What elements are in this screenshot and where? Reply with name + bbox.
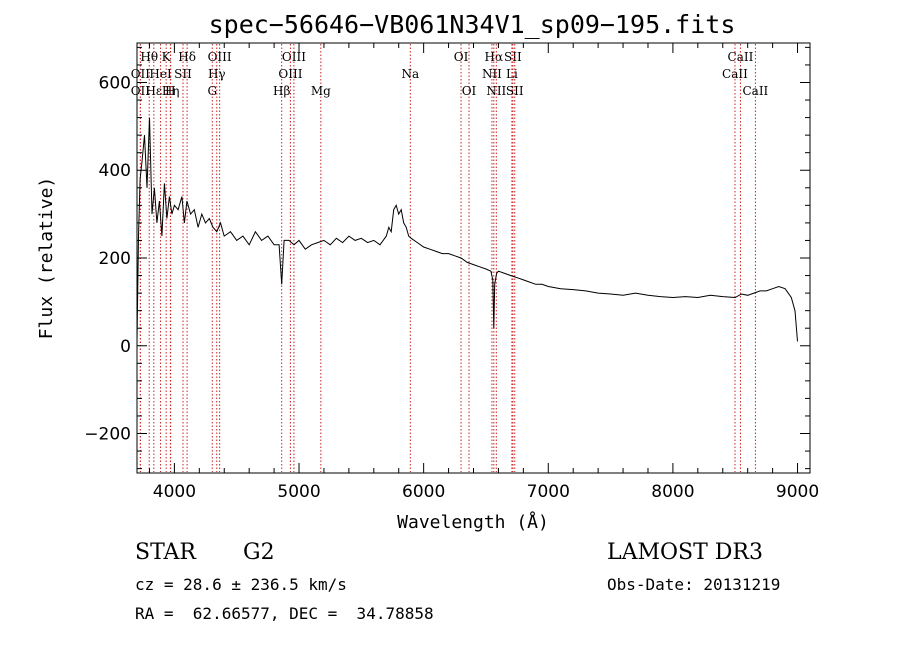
line-label: OIII: [208, 50, 232, 64]
x-tick-label: 5000: [277, 482, 320, 502]
line-label: SII: [506, 84, 524, 98]
y-axis-ticks: −200 0 200 400 600: [84, 46, 810, 470]
flux-series-line: [136, 117, 798, 342]
line-label: Hβ: [273, 84, 290, 98]
line-label: Hδ: [178, 50, 196, 64]
x-tick-label: 7000: [527, 482, 570, 502]
x-tick-label: 9000: [776, 482, 819, 502]
line-label: CaII: [742, 84, 768, 98]
line-label: G: [207, 84, 217, 98]
spectral-subclass: G2: [243, 540, 275, 565]
x-tick-label: 4000: [153, 482, 196, 502]
x-tick-label: 6000: [402, 482, 445, 502]
y-tick-label: 200: [99, 249, 131, 269]
line-label: OI: [462, 84, 477, 98]
line-label: OII: [131, 67, 151, 81]
line-label: Mg: [311, 84, 331, 98]
line-label: OII: [131, 84, 151, 98]
y-tick-label: 600: [99, 73, 131, 93]
line-label: Hα: [485, 50, 504, 64]
x-axis-ticks: 4000 5000 6000 7000 8000 9000: [148, 43, 819, 502]
object-class: STAR: [135, 540, 196, 565]
redshift-value: cz = 28.6 ± 236.5 km/s: [135, 575, 347, 594]
line-label: NII: [486, 84, 506, 98]
x-axis-label: Wavelength (Å): [397, 511, 549, 533]
line-label: Hε: [145, 84, 162, 98]
line-label: Na: [401, 67, 419, 81]
line-label: OI: [454, 50, 469, 64]
plot-frame: [136, 42, 811, 474]
x-tick-label: 8000: [651, 482, 694, 502]
observation-date: Obs-Date: 20131219: [607, 575, 781, 594]
line-label: SII: [504, 50, 522, 64]
line-label: SII: [174, 67, 192, 81]
line-label: NII: [482, 67, 502, 81]
line-label: Hγ: [208, 67, 226, 81]
line-label: CaII: [728, 50, 754, 64]
coordinates: RA = 62.66577, DEC = 34.78858: [135, 604, 434, 623]
line-label: Hθ: [140, 50, 158, 64]
y-tick-label: 400: [99, 161, 131, 181]
y-tick-label: 0: [120, 337, 131, 357]
line-label: K: [162, 50, 172, 64]
line-label: Li: [506, 67, 518, 81]
chart-title: spec−56646−VB061N34V1_sp09−195.fits: [209, 10, 736, 39]
line-label: OIII: [282, 50, 306, 64]
line-label: H: [165, 84, 175, 98]
line-label: HeI: [149, 67, 172, 81]
y-axis-label: Flux (relative): [36, 177, 57, 340]
line-label: OIII: [278, 67, 302, 81]
y-tick-label: −200: [84, 425, 131, 445]
line-label: CaII: [722, 67, 748, 81]
survey-name: LAMOST DR3: [607, 540, 763, 565]
